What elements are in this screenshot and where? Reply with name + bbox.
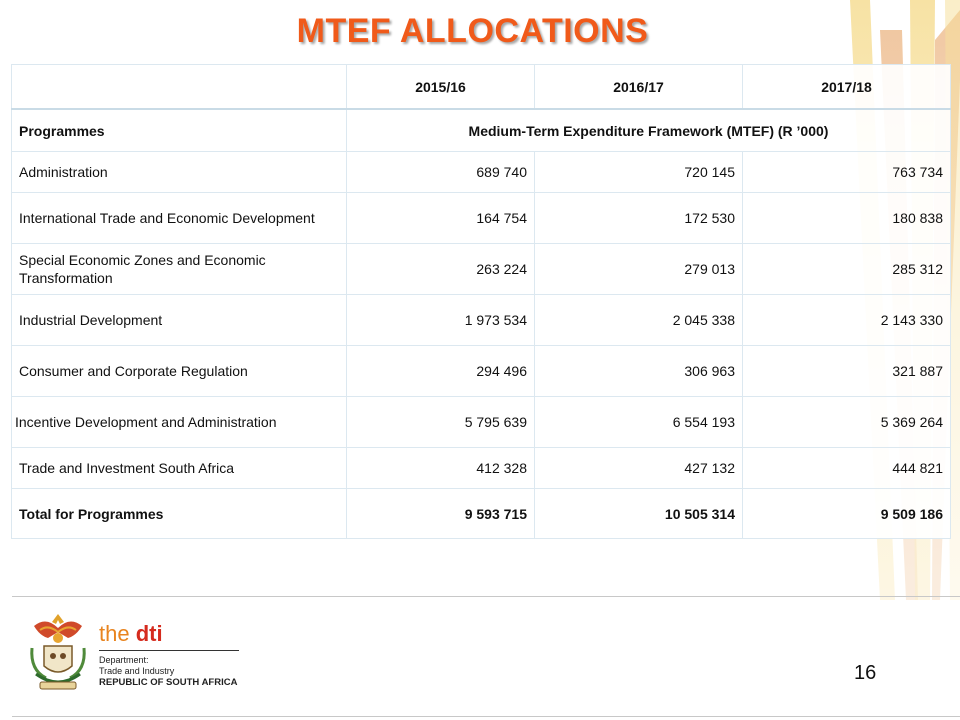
- row-value: 2 143 330: [742, 294, 951, 346]
- row-value: 5 795 639: [346, 396, 535, 448]
- row-name: Special Economic Zones and Economic Tran…: [11, 243, 347, 295]
- header-year-2016-17: 2016/17: [534, 64, 743, 110]
- dti-logo: the dti: [99, 622, 163, 646]
- table-row: Trade and Investment South Africa 412 32…: [11, 447, 951, 489]
- republic-label: REPUBLIC OF SOUTH AFRICA: [99, 677, 238, 688]
- row-value: 294 496: [346, 345, 535, 397]
- header-year-2017-18: 2017/18: [742, 64, 951, 110]
- row-value: 412 328: [346, 447, 535, 489]
- page-number: 16: [854, 662, 877, 684]
- row-value: 263 224: [346, 243, 535, 295]
- logo-dti: dti: [135, 621, 163, 646]
- row-value: 720 145: [534, 151, 743, 193]
- table-row: International Trade and Economic Develop…: [11, 192, 951, 244]
- subheader-row: Programmes Medium-Term Expenditure Frame…: [11, 108, 951, 152]
- total-row: Total for Programmes 9 593 715 10 505 31…: [11, 488, 951, 539]
- logo-divider: [99, 650, 239, 651]
- table-row: Special Economic Zones and Economic Tran…: [11, 243, 951, 295]
- row-value: 172 530: [534, 192, 743, 244]
- row-value: 285 312: [742, 243, 951, 295]
- total-value: 10 505 314: [534, 488, 743, 539]
- header-row: 2015/16 2016/17 2017/18: [11, 64, 951, 110]
- row-name: International Trade and Economic Develop…: [11, 192, 347, 244]
- row-name: Incentive Development and Administration: [11, 396, 347, 448]
- mtef-table: 2015/16 2016/17 2017/18 Programmes Mediu…: [11, 64, 951, 539]
- bottom-divider: [12, 716, 960, 717]
- row-name: Administration: [11, 151, 347, 193]
- row-value: 2 045 338: [534, 294, 743, 346]
- trade-industry-label: Trade and Industry: [99, 666, 175, 676]
- logo-the: the: [99, 621, 130, 646]
- row-value: 321 887: [742, 345, 951, 397]
- total-value: 9 509 186: [742, 488, 951, 539]
- row-name: Trade and Investment South Africa: [11, 447, 347, 489]
- row-value: 164 754: [346, 192, 535, 244]
- table-row: Consumer and Corporate Regulation 294 49…: [11, 345, 951, 397]
- coat-of-arms-icon: [30, 614, 86, 690]
- table-row: Incentive Development and Administration…: [11, 396, 951, 448]
- row-value: 1 973 534: [346, 294, 535, 346]
- row-value: 444 821: [742, 447, 951, 489]
- row-value: 763 734: [742, 151, 951, 193]
- row-value: 6 554 193: [534, 396, 743, 448]
- row-name: Consumer and Corporate Regulation: [11, 345, 347, 397]
- table-row: Industrial Development 1 973 534 2 045 3…: [11, 294, 951, 346]
- framework-label: Medium-Term Expenditure Framework (MTEF)…: [346, 108, 951, 152]
- department-label: Department:: [99, 655, 149, 665]
- row-value: 427 132: [534, 447, 743, 489]
- table-row: Administration 689 740 720 145 763 734: [11, 151, 951, 193]
- total-value: 9 593 715: [346, 488, 535, 539]
- row-name: Industrial Development: [11, 294, 347, 346]
- row-value: 5 369 264: [742, 396, 951, 448]
- header-blank-cell: [11, 64, 347, 110]
- row-value: 279 013: [534, 243, 743, 295]
- page-title: MTEF ALLOCATIONS: [296, 12, 649, 50]
- header-year-2015-16: 2015/16: [346, 64, 535, 110]
- department-text: Department: Trade and Industry REPUBLIC …: [99, 655, 237, 688]
- row-value: 180 838: [742, 192, 951, 244]
- footer-divider: [12, 596, 960, 597]
- row-value: 689 740: [346, 151, 535, 193]
- programmes-label: Programmes: [11, 108, 347, 152]
- row-value: 306 963: [534, 345, 743, 397]
- total-label: Total for Programmes: [11, 488, 347, 539]
